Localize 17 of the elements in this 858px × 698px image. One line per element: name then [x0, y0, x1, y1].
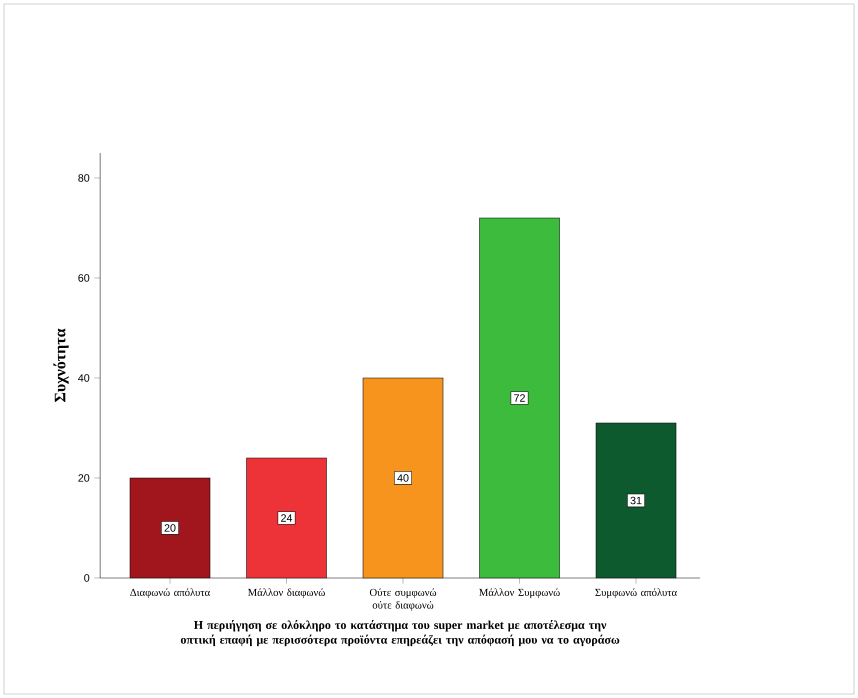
y-tick-label: 60 — [78, 274, 90, 282]
x-tick-label: Μάλλον Συμφωνώ — [479, 588, 560, 598]
x-axis-title: Η περιήγηση σε ολόκληρο το κατάστημα του super market με αποτέλεσμα την οπτική επαφή με περισσότερα προϊόντα επηρεάζει την απόφασή μου να το αγοράσω — [180, 620, 620, 646]
data-label: 72 — [514, 394, 525, 402]
data-label: 24 — [281, 514, 292, 522]
x-tick-label: Μάλλον διαφωνώ — [248, 588, 325, 598]
y-tick-label: 80 — [78, 174, 90, 182]
data-label: 40 — [397, 474, 409, 482]
y-tick-label: 40 — [78, 374, 90, 382]
y-tick-label: 0 — [84, 574, 90, 582]
y-axis-title: Συχνότητα — [53, 328, 69, 402]
x-tick-label: Διαφωνώ απόλυτα — [130, 588, 210, 598]
data-label: 31 — [630, 496, 642, 504]
x-tick-label: Ούτε συμφωνώ ούτε διαφωνώ — [370, 588, 436, 611]
y-tick-label: 20 — [78, 474, 90, 482]
x-tick-label: Συμφωνώ απόλυτα — [595, 588, 677, 598]
data-label: 20 — [164, 524, 176, 532]
